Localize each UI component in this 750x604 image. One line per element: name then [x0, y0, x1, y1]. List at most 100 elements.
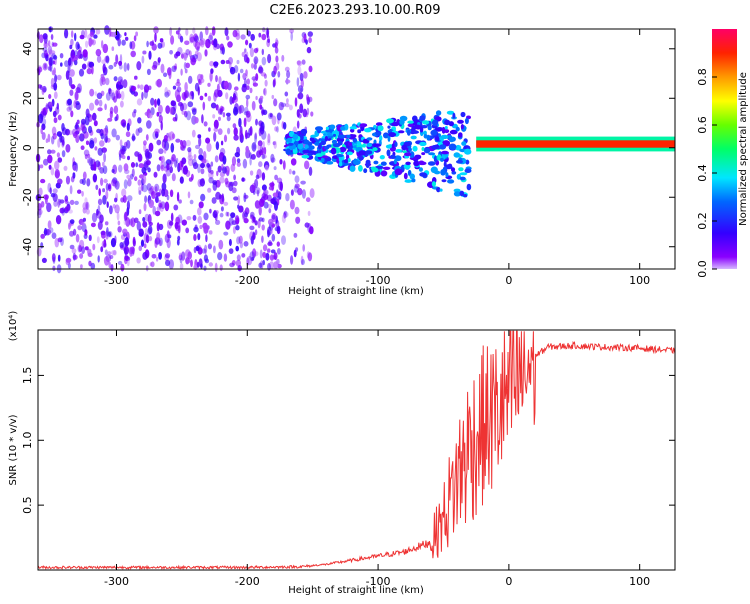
x-tick-label: -200 [235, 274, 260, 287]
heatmap-cell [253, 63, 257, 70]
heatmap-cell [269, 113, 273, 118]
heatmap-cell [119, 139, 123, 147]
heatmap-cell [276, 112, 282, 121]
heatmap-cell [435, 110, 442, 116]
x-tick-label: 100 [629, 274, 650, 287]
heatmap-cell [236, 158, 241, 164]
heatmap-cell [79, 253, 84, 259]
heatmap-cell [57, 138, 61, 148]
heatmap-cell [111, 169, 115, 173]
heatmap-cell [121, 39, 126, 46]
heatmap-cell [325, 126, 330, 130]
heatmap-cell [227, 127, 231, 135]
heatmap-cell [200, 162, 205, 169]
heatmap-cell [159, 38, 164, 43]
heatmap-cell [273, 78, 277, 87]
heatmap-cell [324, 135, 329, 142]
heatmap-cell [160, 155, 165, 163]
heatmap-cell [187, 191, 191, 199]
heatmap-cell [453, 188, 461, 193]
heatmap-cell [106, 201, 109, 209]
heatmap-cell [259, 104, 263, 110]
heatmap-cell [138, 245, 143, 252]
heatmap-cell [346, 151, 353, 156]
heatmap-cell [213, 92, 217, 102]
heatmap-cell [171, 133, 176, 140]
heatmap-cell [373, 160, 379, 165]
heatmap-cell [155, 192, 161, 197]
heatmap-cell [230, 163, 236, 172]
heatmap-cell [329, 124, 336, 130]
heatmap-cell [132, 111, 136, 118]
colorbar-ticks: 0.0 0.2 0.4 0.6 0.8 [696, 68, 717, 278]
heatmap-cell [97, 147, 103, 156]
heatmap-cell [217, 128, 223, 136]
heatmap-cell [75, 122, 78, 130]
heatmap-cell [74, 200, 79, 205]
heatmap-cell [244, 212, 249, 218]
heatmap-cell [185, 227, 190, 234]
heatmap-cell [182, 165, 188, 175]
heatmap-cell [194, 35, 199, 43]
heatmap-cell [408, 147, 412, 152]
heatmap-cell [222, 155, 227, 165]
heatmap-cell [226, 112, 231, 117]
heatmap-cell [66, 106, 72, 112]
heatmap-cell [357, 140, 362, 147]
heatmap-cell [104, 249, 108, 256]
heatmap-cell [295, 216, 301, 224]
heatmap-cell [174, 63, 177, 69]
heatmap-cell [145, 160, 151, 166]
heatmap-cell [154, 32, 157, 43]
heatmap-cell [91, 65, 94, 75]
heatmap-cell [245, 69, 248, 77]
heatmap-cell [50, 34, 54, 40]
heatmap-cell [238, 235, 243, 244]
heatmap-cell [179, 160, 183, 171]
heatmap-cell [37, 208, 43, 216]
heatmap-cell [302, 149, 310, 154]
heatmap-cell [250, 63, 255, 69]
heatmap-cell [81, 246, 86, 255]
heatmap-cell [450, 167, 456, 173]
heatmap-cell [229, 96, 233, 105]
heatmap-cell [153, 171, 158, 178]
heatmap-cell [405, 161, 411, 166]
heatmap-cell [122, 122, 126, 128]
heatmap-cell [126, 174, 131, 180]
heatmap-cell [102, 161, 105, 167]
heatmap-cell [258, 262, 263, 269]
heatmap-cell [347, 158, 351, 163]
heatmap-cell [237, 72, 241, 82]
heatmap-cell [50, 167, 55, 176]
heatmap-cell [106, 227, 109, 237]
heatmap-cell [157, 104, 163, 114]
heatmap-cell [219, 176, 225, 184]
heatmap-cell [194, 224, 198, 230]
heatmap-cell [258, 205, 262, 216]
heatmap-cell [141, 167, 147, 174]
heatmap-cell [135, 162, 138, 168]
heatmap-cell [209, 71, 213, 82]
heatmap-cell [80, 118, 86, 125]
heatmap-cell [70, 110, 74, 118]
heatmap-cell [56, 131, 63, 137]
heatmap-cell [85, 208, 90, 215]
heatmap-cell [459, 176, 466, 181]
heatmap-cell [253, 56, 259, 65]
heatmap-cell [82, 207, 87, 214]
heatmap-cell [102, 195, 107, 205]
heatmap-cell [185, 139, 191, 147]
heatmap-cell [263, 73, 267, 79]
heatmap-cell [193, 234, 197, 241]
heatmap-cell [448, 143, 457, 151]
heatmap-cell [218, 194, 222, 200]
heatmap-cell [261, 224, 265, 231]
heatmap-cell [270, 198, 276, 205]
heatmap-cell [188, 75, 193, 84]
heatmap-cell [159, 237, 163, 246]
heatmap-cell [370, 166, 377, 171]
heatmap-cell [142, 217, 146, 222]
heatmap-cell [317, 149, 322, 154]
heatmap-cell [415, 124, 421, 130]
